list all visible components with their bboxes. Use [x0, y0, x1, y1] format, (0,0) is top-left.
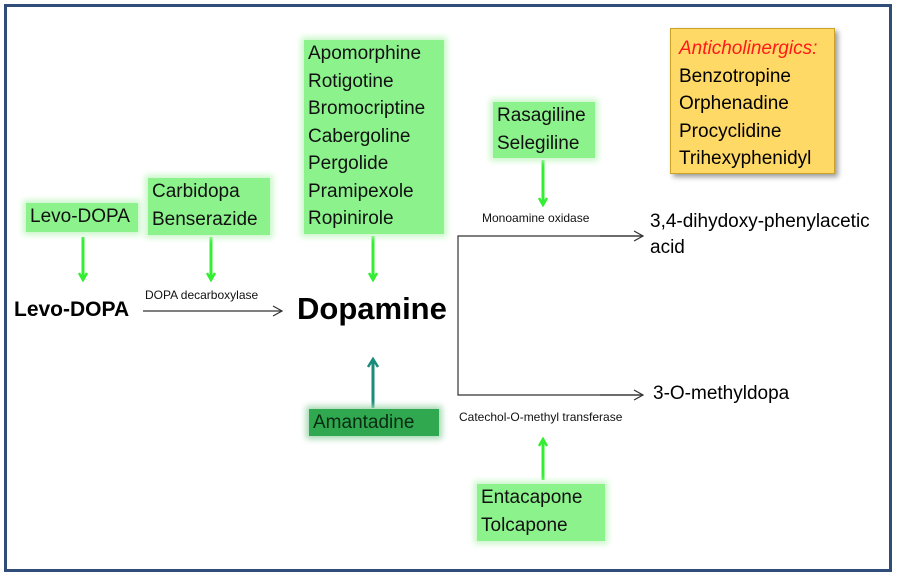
agonist-item: Pergolide [308, 153, 389, 174]
mao-inhibitor-item: Rasagiline [497, 105, 586, 126]
amantadine-box: Amantadine [309, 409, 439, 436]
agonist-item: Cabergoline [308, 125, 411, 147]
mao-product-line: 3,4-dihydoxy-phenylacetic [650, 211, 870, 232]
decarb-inhibitor-item: Carbidopa [152, 181, 240, 202]
decarb-inhibitor-item: Benserazide [152, 208, 258, 230]
metabolism-branch-line [457, 235, 643, 396]
comt-inhibitor-item: Tolcapone [481, 514, 568, 536]
dopamine-label: Dopamine [297, 291, 447, 326]
mao-product-line: acid [650, 237, 685, 258]
agonist-item: Pramipexole [308, 180, 414, 202]
comt-inhibitor-box: Entacapone Tolcapone [477, 484, 605, 541]
levodopa-drug-box: Levo-DOPA [26, 203, 138, 232]
comt-product-label: 3-O-methyldopa [653, 383, 790, 404]
decarb-inhibitor-box: Carbidopa Benserazide [148, 178, 270, 235]
mao-product-label: 3,4-dihydoxy-phenylacetic acid [650, 209, 870, 261]
levodopa-substrate: Levo-DOPA [14, 298, 130, 321]
anticholinergic-item: Procyclidine [679, 120, 782, 142]
agonist-item: Rotigotine [308, 70, 394, 92]
levodopa-drug-label: Levo-DOPA [30, 206, 130, 227]
anticholinergics-title: Anticholinergics: [679, 38, 818, 59]
comt-inhibitor-item: Entacapone [481, 487, 583, 508]
agonist-item: Bromocriptine [308, 98, 426, 119]
anticholinergic-item: Benzotropine [679, 65, 791, 87]
agonist-item: Ropinirole [308, 208, 394, 229]
anticholinergics-box: Anticholinergics: Benzotropine Orphenadi… [670, 28, 835, 174]
mao-inhibitor-item: Selegiline [497, 132, 580, 154]
anticholinergic-item: Trihexyphenidyl [679, 148, 812, 169]
mao-enzyme-label: Monoamine oxidase [482, 211, 590, 225]
dopamine-agonist-box: Apomorphine Rotigotine Bromocriptine Cab… [304, 40, 444, 234]
agonist-item: Apomorphine [308, 43, 422, 64]
anticholinergic-item: Orphenadine [679, 93, 789, 114]
amantadine-label: Amantadine [313, 412, 415, 433]
mao-inhibitor-box: Rasagiline Selegiline [493, 102, 595, 158]
comt-enzyme-label: Catechol-O-methyl transferase [459, 410, 623, 424]
decarboxylase-enzyme-label: DOPA decarboxylase [145, 288, 259, 302]
